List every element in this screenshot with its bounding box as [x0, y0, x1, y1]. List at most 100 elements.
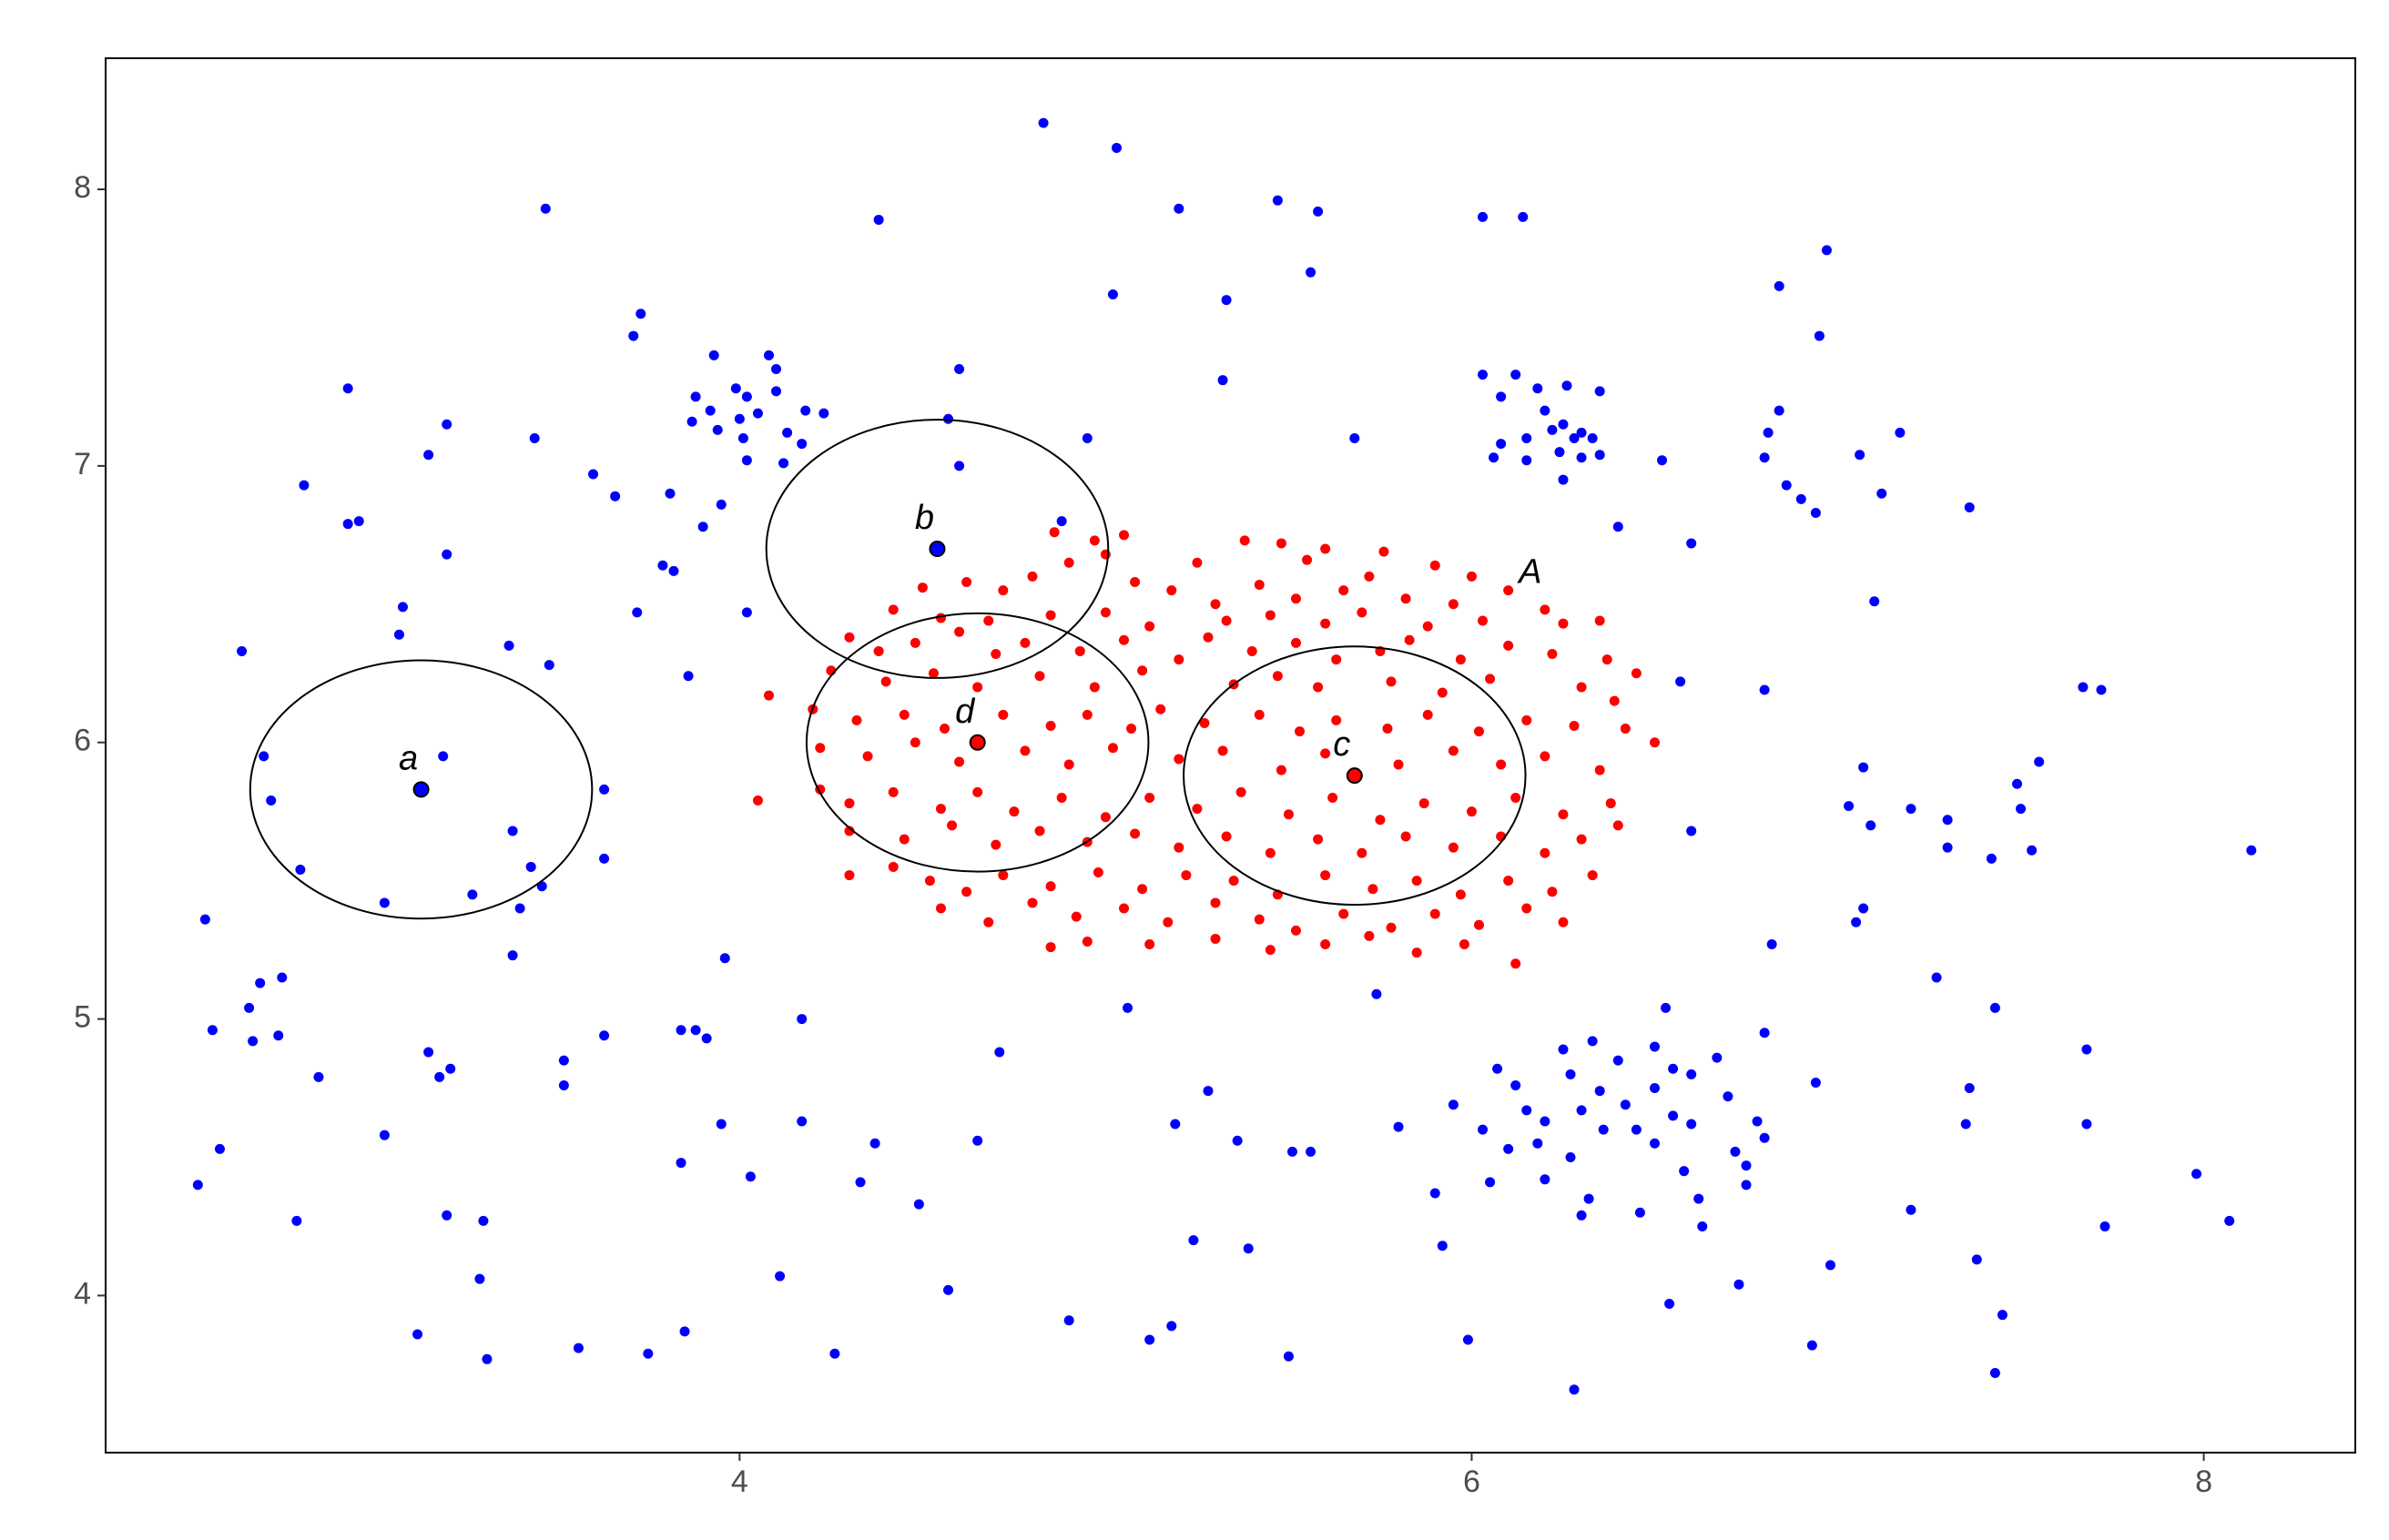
- point: [844, 798, 855, 809]
- point: [1510, 958, 1521, 969]
- point: [1876, 488, 1887, 499]
- point: [1357, 847, 1367, 858]
- point: [924, 876, 935, 887]
- point: [1558, 917, 1569, 927]
- point: [1661, 1002, 1672, 1013]
- point: [1964, 1083, 1975, 1094]
- point: [998, 870, 1009, 881]
- point: [1576, 452, 1587, 463]
- point: [1587, 432, 1598, 443]
- point: [1466, 571, 1477, 582]
- point: [899, 834, 910, 845]
- point: [1034, 826, 1045, 836]
- point: [1313, 206, 1324, 217]
- point: [1074, 645, 1085, 656]
- point: [1437, 1241, 1448, 1251]
- point: [1565, 1069, 1576, 1079]
- point: [1272, 195, 1283, 206]
- point: [899, 709, 910, 720]
- point: [1679, 1166, 1690, 1177]
- point: [1971, 1254, 1982, 1265]
- point: [1774, 405, 1784, 416]
- point: [752, 408, 763, 419]
- point: [939, 724, 950, 735]
- point: [1649, 1083, 1660, 1094]
- highlighted-point: [929, 541, 946, 558]
- point: [690, 1025, 701, 1036]
- point: [1283, 809, 1294, 820]
- point: [676, 1025, 686, 1036]
- point: [690, 391, 701, 402]
- point: [1221, 615, 1232, 626]
- point: [1082, 432, 1093, 443]
- point: [947, 820, 958, 831]
- point: [1210, 897, 1221, 908]
- point: [1082, 936, 1093, 947]
- point: [1521, 1105, 1532, 1116]
- point: [1810, 1077, 1821, 1088]
- point: [2081, 1044, 2092, 1055]
- point: [599, 853, 610, 864]
- point: [1063, 1315, 1074, 1326]
- point: [1320, 939, 1331, 950]
- point: [259, 751, 269, 762]
- point: [1865, 820, 1876, 831]
- annotation: A: [1517, 552, 1541, 591]
- point: [1858, 903, 1869, 914]
- point: [910, 637, 920, 648]
- point: [1540, 847, 1550, 858]
- point: [244, 1002, 255, 1013]
- point: [478, 1215, 489, 1226]
- point: [1228, 876, 1239, 887]
- point: [1364, 571, 1375, 582]
- point: [778, 458, 789, 469]
- point: [2096, 684, 2107, 695]
- point: [1063, 557, 1074, 568]
- point: [237, 645, 248, 656]
- point: [1290, 637, 1301, 648]
- point: [1540, 405, 1550, 416]
- point: [716, 1119, 727, 1130]
- point: [1130, 828, 1141, 839]
- point: [632, 607, 643, 618]
- point: [1364, 930, 1375, 941]
- point: [1989, 1002, 2000, 1013]
- point: [1382, 724, 1393, 735]
- point: [342, 383, 353, 394]
- series: [192, 117, 2257, 1395]
- point: [1712, 1052, 1723, 1063]
- point: [507, 950, 518, 961]
- point: [1620, 1099, 1631, 1110]
- point: [1521, 714, 1532, 725]
- point: [1855, 450, 1865, 461]
- point: [668, 565, 679, 576]
- point: [1576, 834, 1587, 845]
- point: [1569, 720, 1580, 731]
- point: [676, 1158, 686, 1169]
- point: [1203, 1086, 1214, 1097]
- point: [1163, 917, 1174, 927]
- point: [1594, 450, 1605, 461]
- point: [1137, 665, 1148, 676]
- point: [771, 364, 782, 375]
- point: [1429, 908, 1440, 919]
- point: [1594, 1086, 1605, 1097]
- point: [1009, 806, 1020, 817]
- point: [954, 626, 965, 637]
- point: [599, 784, 610, 795]
- point: [1906, 1204, 1916, 1215]
- x-tick-label: 4: [731, 1464, 748, 1499]
- neighborhood-circle: [805, 612, 1150, 873]
- series: [752, 527, 1660, 969]
- point: [1144, 939, 1155, 950]
- point: [1733, 1279, 1744, 1290]
- point: [1730, 1146, 1741, 1157]
- point: [935, 903, 946, 914]
- y-tick-label: 8: [74, 170, 91, 205]
- point: [2246, 845, 2257, 856]
- point: [943, 1284, 954, 1295]
- point: [1170, 1119, 1181, 1130]
- point: [1210, 933, 1221, 944]
- point: [1693, 1193, 1704, 1204]
- neighborhood-circle: [765, 419, 1110, 679]
